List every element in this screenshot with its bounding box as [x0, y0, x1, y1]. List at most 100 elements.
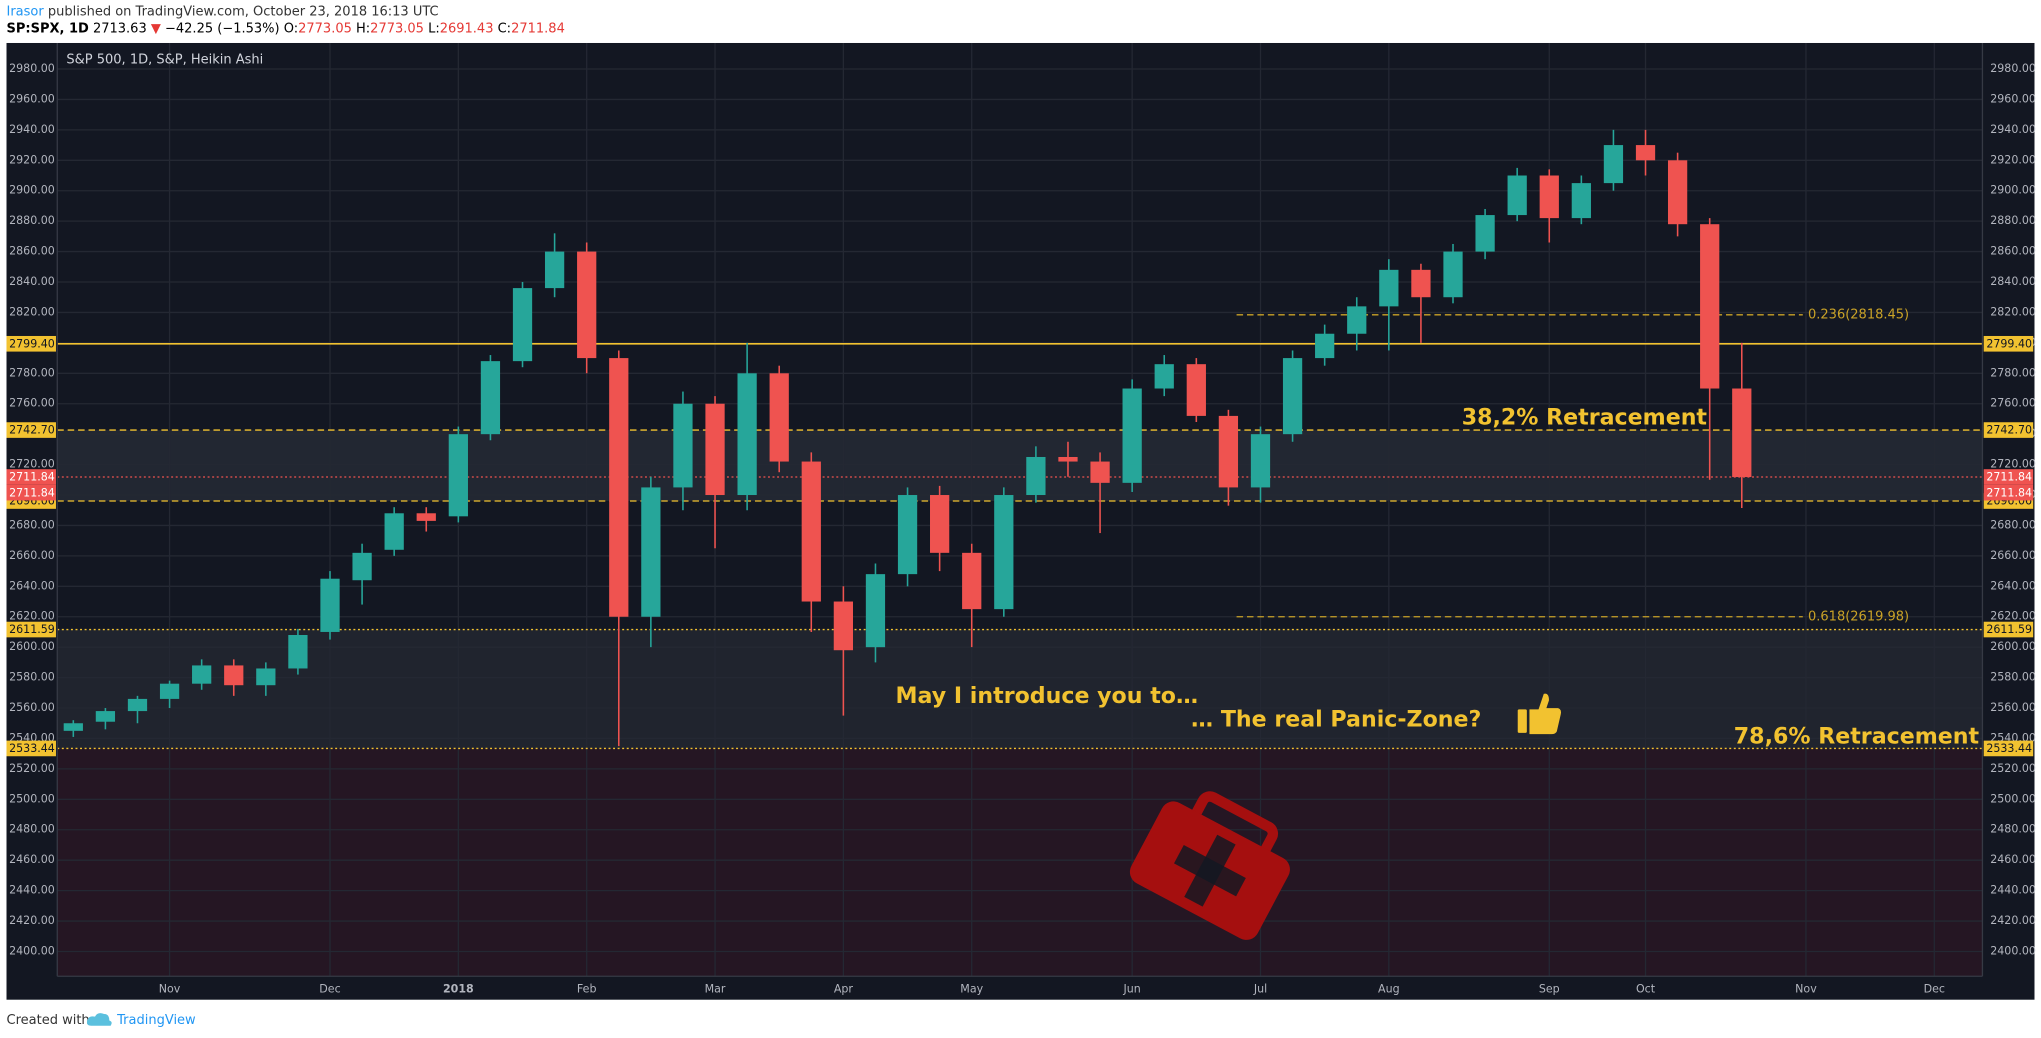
- annotation: May I introduce you to…: [896, 683, 1199, 709]
- author[interactable]: Irasor: [7, 4, 45, 19]
- candle-body: [544, 251, 565, 289]
- price-tag-label: 2711.84: [1986, 471, 2032, 484]
- y-tick-label: 2880.00: [9, 214, 55, 227]
- price-tag: [1983, 740, 2034, 757]
- price-tag-label: 2533.44: [9, 742, 55, 755]
- candle-body: [962, 552, 982, 610]
- candle-body: [865, 574, 886, 648]
- candle-body: [1347, 306, 1367, 334]
- candle-body: [1571, 183, 1591, 219]
- y-tick-label: 2900.00: [9, 184, 55, 197]
- y-tick-label: 2860.00: [1990, 245, 2036, 258]
- chart-legend: S&P 500, 1D, S&P, Heikin Ashi: [66, 52, 263, 67]
- footer-brand[interactable]: TradingView: [116, 1013, 196, 1028]
- y-tick-label: 2960.00: [1990, 92, 2036, 105]
- candle-body: [224, 665, 244, 686]
- y-tick-label: 2780.00: [9, 366, 55, 379]
- l-value: 2691.43: [440, 21, 494, 36]
- annotation: 38,2% Retracement: [1462, 404, 1708, 430]
- x-tick-label: Dec: [319, 982, 340, 995]
- candle-body: [673, 403, 693, 488]
- price-tag-label: 2611.59: [9, 623, 55, 636]
- y-tick-label: 2940.00: [9, 123, 55, 136]
- candle-body: [737, 373, 757, 496]
- footer-created: Created with: [7, 1013, 90, 1028]
- x-tick-label: Nov: [159, 982, 181, 995]
- y-tick-label: 2580.00: [1990, 671, 2036, 684]
- y-tick-label: 2420.00: [9, 914, 55, 927]
- candle-body: [1635, 145, 1656, 161]
- candle-body: [320, 578, 340, 632]
- consolidation-zone: [57, 430, 1983, 502]
- fib-label: 0.236(2818.45): [1808, 307, 1909, 322]
- candle-body: [1282, 358, 1303, 435]
- y-tick-label: 2520.00: [9, 762, 55, 775]
- price-tag: [6, 621, 56, 638]
- candle-body: [127, 698, 148, 712]
- candle-body: [1218, 415, 1239, 488]
- candle-body: [1411, 269, 1431, 298]
- y-tick-label: 2760.00: [1990, 397, 2036, 410]
- y-tick-label: 2960.00: [9, 92, 55, 105]
- y-tick-label: 2560.00: [1990, 701, 2036, 714]
- x-tick-label: Aug: [1378, 982, 1400, 995]
- y-tick-label: 2520.00: [1990, 762, 2036, 775]
- y-tick-label: 2400.00: [9, 944, 55, 957]
- y-tick-label: 2720.00: [9, 458, 55, 471]
- price-tag: [6, 335, 56, 352]
- y-tick-label: 2480.00: [1990, 823, 2036, 836]
- x-tick-label: Jul: [1253, 982, 1267, 995]
- y-tick-label: 2940.00: [1990, 123, 2036, 136]
- price-tag-label: 2742.70: [1986, 424, 2032, 437]
- price-tag: [6, 484, 56, 501]
- price-tag: [6, 469, 56, 485]
- y-tick-label: 2900.00: [1990, 184, 2036, 197]
- candle-body: [1250, 434, 1271, 488]
- l-label: L:: [428, 21, 440, 36]
- price-tag-label: 2711.84: [1986, 486, 2032, 499]
- x-tick-label: Jun: [1123, 982, 1141, 995]
- price-tag-label: 2533.44: [1986, 742, 2032, 755]
- x-tick-label: Nov: [1795, 982, 1817, 995]
- y-tick-label: 2440.00: [9, 884, 55, 897]
- candle-body: [1539, 175, 1559, 219]
- candle-body: [288, 634, 308, 669]
- candle-body: [1667, 160, 1688, 225]
- price-tag: [1983, 469, 2034, 485]
- candle-body: [256, 668, 276, 686]
- candle-body: [641, 487, 661, 617]
- candle-body: [1315, 333, 1335, 359]
- price-tag: [1983, 422, 2034, 438]
- y-tick-label: 2680.00: [1990, 518, 2036, 531]
- price-tag-label: 2711.84: [9, 486, 55, 499]
- candle-body: [1090, 461, 1110, 483]
- candle-body: [512, 288, 533, 362]
- candle-body: [1507, 175, 1527, 216]
- thumbs-up-icon: [1517, 693, 1562, 735]
- change: −42.25 (−1.53%): [165, 21, 280, 36]
- candle-body: [1186, 364, 1206, 416]
- y-tick-label: 2500.00: [9, 792, 55, 805]
- y-tick-label: 2760.00: [9, 397, 55, 410]
- o-label: O:: [284, 21, 298, 36]
- candle-body: [1058, 456, 1078, 462]
- y-tick-label: 2580.00: [9, 671, 55, 684]
- candle-body: [1700, 224, 1720, 389]
- y-tick-label: 2620.00: [1990, 610, 2036, 623]
- tradingview-logo[interactable]: [86, 1013, 112, 1026]
- y-tick-label: 2500.00: [1990, 792, 2036, 805]
- candle-body: [1379, 269, 1399, 307]
- x-tick-label: Dec: [1924, 982, 1945, 995]
- x-tick-label: 2018: [443, 982, 474, 995]
- y-tick-label: 2880.00: [1990, 214, 2036, 227]
- price-tag-label: 2611.59: [1986, 623, 2032, 636]
- y-tick-label: 2980.00: [9, 62, 55, 75]
- h-label: H:: [356, 21, 370, 36]
- candle-body: [416, 513, 436, 521]
- y-tick-label: 2640.00: [1990, 579, 2036, 592]
- panic-zone: [57, 748, 1983, 977]
- y-tick-label: 2920.00: [1990, 153, 2036, 166]
- candle-body: [833, 601, 854, 651]
- candle-body: [192, 665, 212, 684]
